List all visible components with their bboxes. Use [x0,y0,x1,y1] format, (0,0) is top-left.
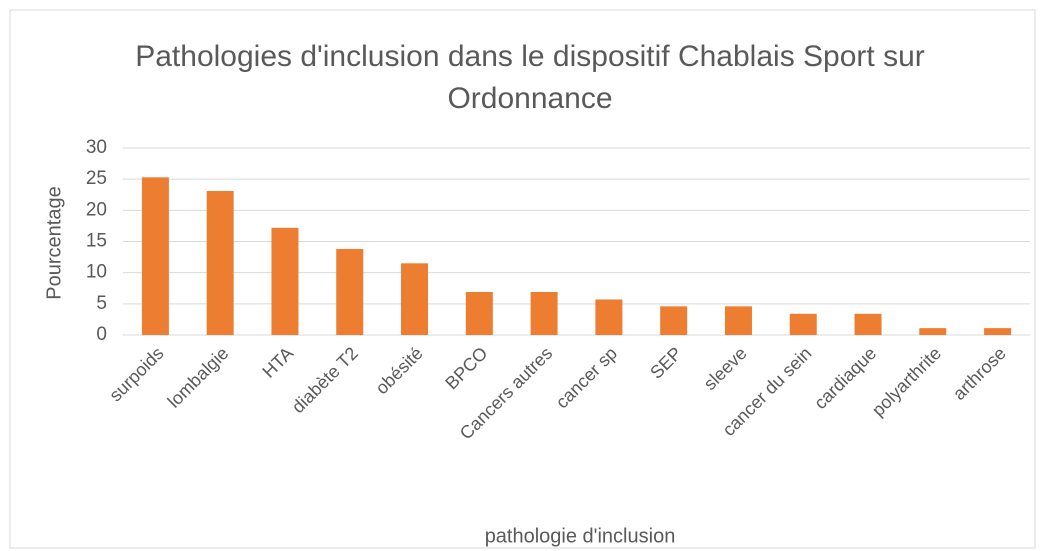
bar [854,313,882,335]
chart-title: Pathologies d'inclusion dans le disposit… [135,40,925,115]
bar [271,227,299,335]
y-tick-label: 10 [86,262,107,283]
bar [141,177,169,335]
y-tick-label: 20 [86,199,107,220]
bar [660,306,688,335]
y-tick-label: 30 [86,137,107,158]
y-tick-label: 5 [96,293,107,314]
bar [401,263,429,335]
bar [919,328,947,335]
bar [206,191,234,335]
y-tick-label: 25 [86,168,107,189]
chart-frame [9,9,1036,549]
y-tick-label: 0 [96,324,107,345]
bar [724,306,752,335]
bar [336,248,364,335]
bar [984,328,1012,335]
bar [789,313,817,335]
y-tick-label: 15 [86,231,107,252]
bar [595,299,623,335]
bar [465,291,493,335]
x-axis-label: pathologie d'inclusion [485,525,676,547]
bar [530,291,558,335]
y-axis-label: Pourcentage [43,186,65,299]
